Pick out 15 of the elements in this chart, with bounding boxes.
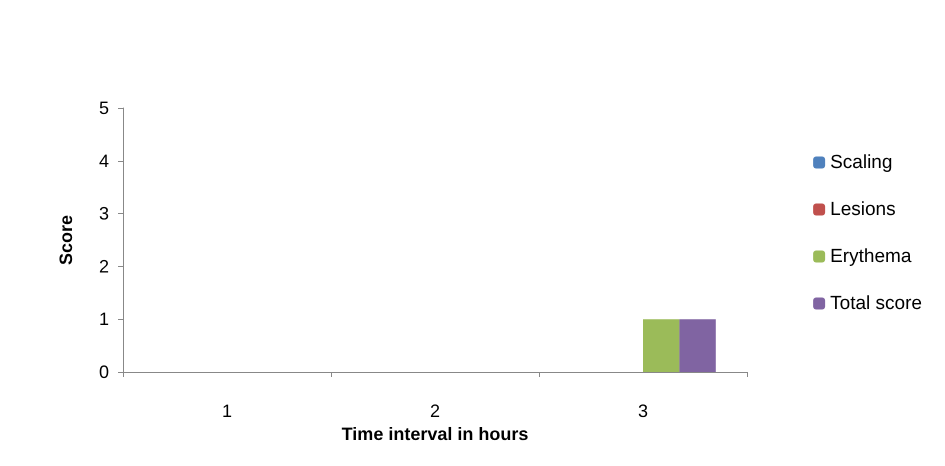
y-tick-label: 1 bbox=[98, 309, 109, 330]
legend-label: Lesions bbox=[830, 199, 896, 220]
x-tick-label: 2 bbox=[430, 401, 440, 421]
x-tick-label: 3 bbox=[638, 401, 648, 421]
x-tick-label: 1 bbox=[222, 401, 232, 421]
y-tick-label: 0 bbox=[98, 362, 109, 382]
y-tick-label: 3 bbox=[98, 204, 109, 224]
legend-label: Erythema bbox=[830, 246, 912, 267]
x-axis-title: Time interval in hours bbox=[342, 424, 528, 444]
legend-label: Scaling bbox=[830, 152, 892, 173]
legend-label: Total score bbox=[830, 293, 922, 314]
y-tick-label: 2 bbox=[98, 256, 109, 276]
y-tick-label: 4 bbox=[98, 150, 109, 171]
y-axis-title: Score bbox=[56, 214, 76, 266]
y-tick-label: 5 bbox=[98, 98, 109, 118]
